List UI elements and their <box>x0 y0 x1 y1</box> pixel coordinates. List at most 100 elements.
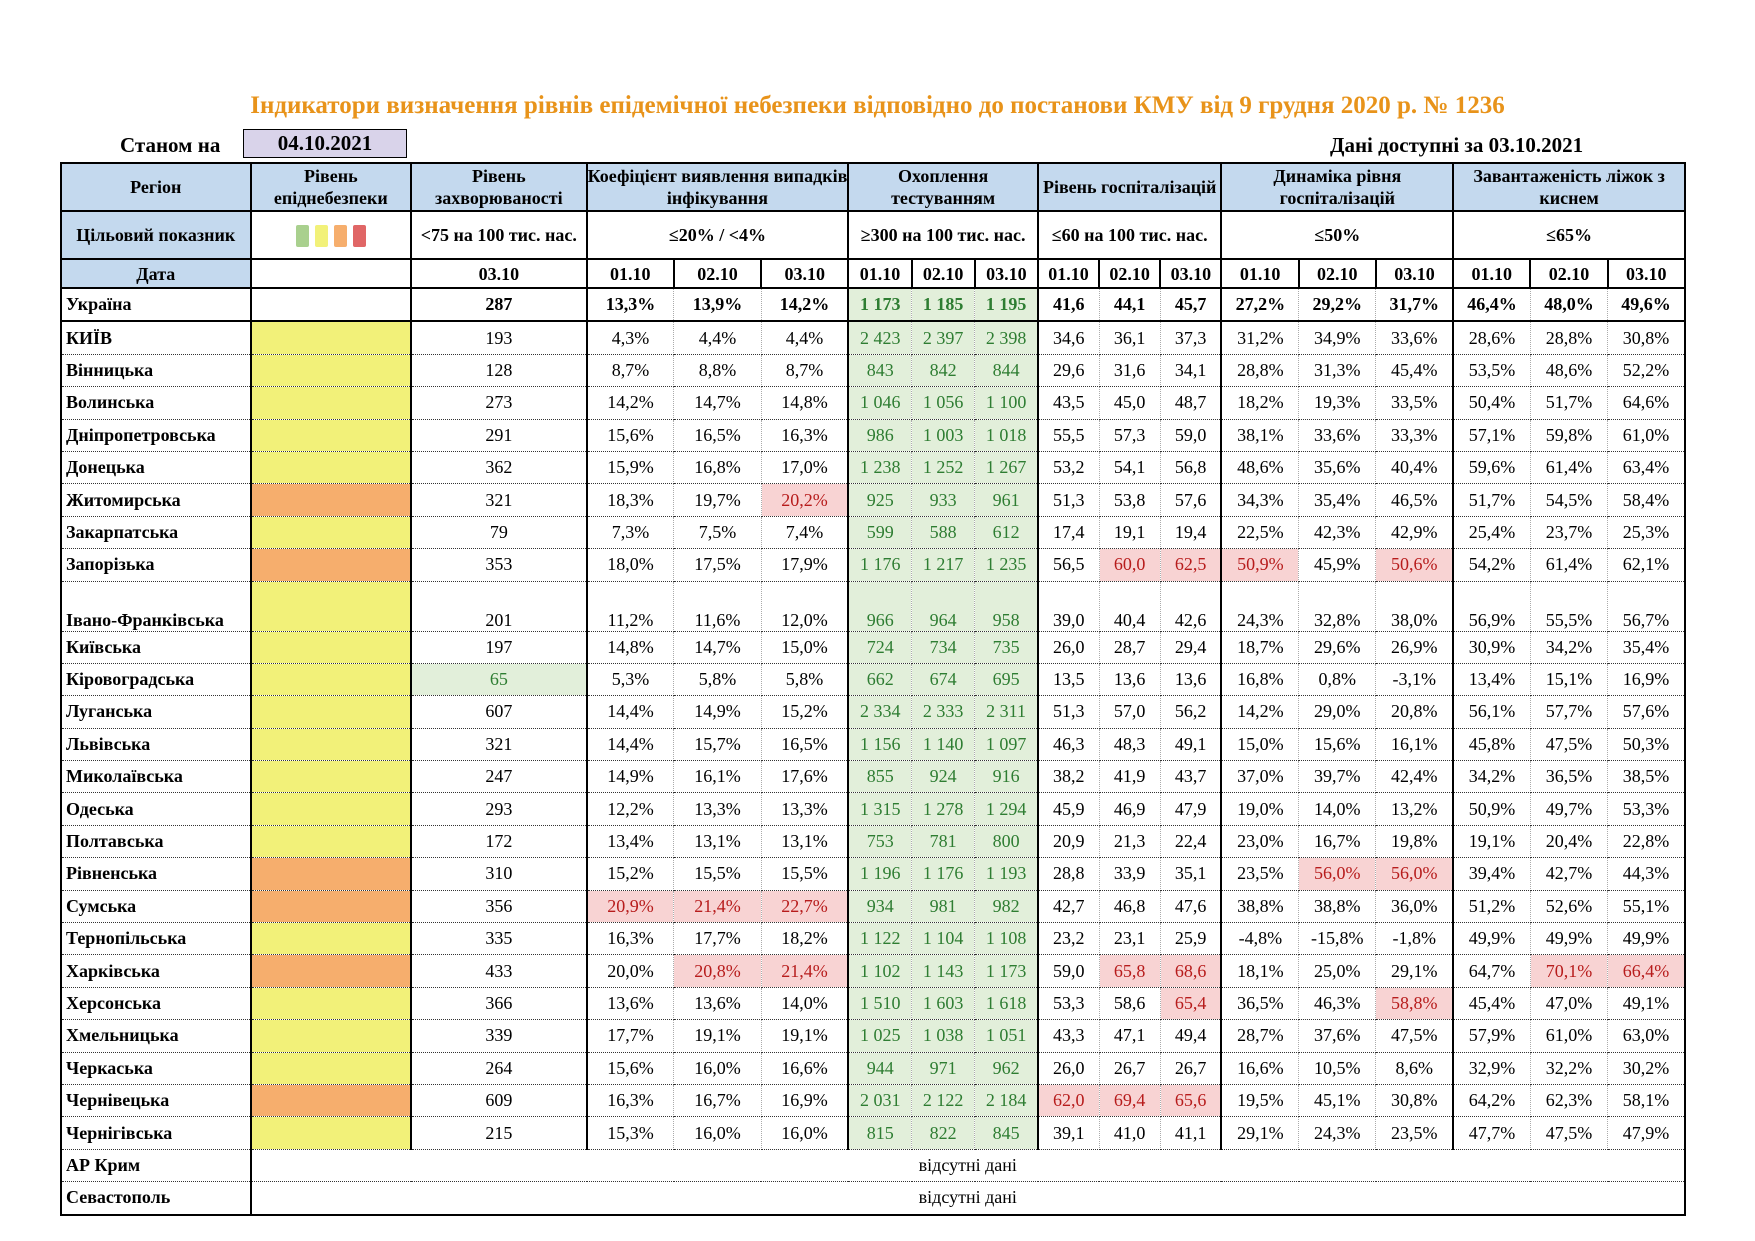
data-cell: 63,4% <box>1607 451 1687 485</box>
data-cell: 14,2% <box>1221 695 1300 729</box>
table-row: Вінницька 128 8,7% 8,8% 8,7% 843 842 844 29,6 31,… <box>60 354 1687 388</box>
data-cell: 64,7% <box>1453 954 1531 988</box>
data-cell: 193 <box>411 321 588 355</box>
data-cell: 59,0 <box>1160 419 1223 452</box>
data-cell: 16,5% <box>761 728 850 762</box>
data-cell: 14,0% <box>761 987 850 1021</box>
data-cell: 2 122 <box>911 1084 976 1118</box>
header-oxygen-beds: Завантаженість ліжок з киснем <box>1452 162 1686 212</box>
date-cell: 02.10 <box>1098 258 1162 289</box>
data-cell: 54,1 <box>1099 451 1161 485</box>
data-cell: 57,1% <box>1453 419 1531 452</box>
data-cell: 1 195 <box>974 288 1039 323</box>
data-cell: 1 315 <box>848 792 913 826</box>
level-cell <box>250 631 413 664</box>
data-cell: 273 <box>411 386 588 420</box>
level-cell <box>250 288 413 323</box>
data-cell: 7,4% <box>761 516 850 550</box>
level-cell <box>250 922 413 956</box>
data-cell: 17,7% <box>586 1019 675 1053</box>
data-cell: 64,6% <box>1607 386 1687 420</box>
data-cell: 20,0% <box>586 954 675 988</box>
header-detection: Коефіцієнт виявлення випадків інфікуванн… <box>585 162 850 212</box>
data-cell: 56,0% <box>1375 857 1455 891</box>
data-cell: 23,1 <box>1099 922 1161 956</box>
header-incidence: Рівень захворюваності <box>410 162 588 212</box>
data-cell: 0,8% <box>1298 663 1377 697</box>
data-cell: 49,4 <box>1160 1019 1223 1053</box>
data-cell: 1 267 <box>974 451 1039 485</box>
data-cell: 7,5% <box>673 516 762 550</box>
data-cell: 69,4 <box>1099 1084 1161 1118</box>
data-cell: 51,3 <box>1037 695 1100 729</box>
date-cell: 02.10 <box>910 258 976 289</box>
data-cell: 42,7 <box>1037 890 1100 924</box>
data-cell: 41,6 <box>1037 288 1100 323</box>
data-cell: 215 <box>411 1116 588 1150</box>
data-cell: 38,0% <box>1375 581 1455 632</box>
data-cell: 16,1% <box>673 760 762 794</box>
data-cell: 944 <box>848 1052 913 1085</box>
data-cell: 8,7% <box>761 354 850 388</box>
header-level: Рівень епіднебезпеки <box>249 162 413 212</box>
data-cell: 29,2% <box>1298 288 1377 323</box>
data-cell: 11,6% <box>673 581 762 632</box>
data-cell: 1 252 <box>911 451 976 485</box>
target-incidence: <75 на 100 тис. нас. <box>410 210 588 260</box>
data-cell: 34,2% <box>1530 631 1609 664</box>
data-cell: 62,1% <box>1607 548 1687 582</box>
data-cell: 34,3% <box>1221 483 1300 517</box>
data-cell: 53,3% <box>1607 792 1687 826</box>
data-cell: 20,2% <box>761 483 850 517</box>
data-cell: 42,6 <box>1160 581 1223 632</box>
data-cell: 33,9 <box>1099 857 1161 891</box>
data-cell: 1 278 <box>911 792 976 826</box>
data-cell: 49,7% <box>1530 792 1609 826</box>
data-cell: 599 <box>848 516 913 550</box>
data-cell: 30,8% <box>1607 321 1687 355</box>
data-cell: 19,7% <box>673 483 762 517</box>
data-cell: 293 <box>411 792 588 826</box>
data-cell: 674 <box>911 663 976 697</box>
level-cell <box>250 548 413 582</box>
data-cell: 33,3% <box>1375 419 1455 452</box>
table-row: Закарпатська 79 7,3% 7,5% 7,4% 599 588 612 17,4 1… <box>60 516 1687 550</box>
table-row: Сумська 356 20,9% 21,4% 22,7% 934 981 982 42,7 46… <box>60 890 1687 924</box>
data-cell: 16,7% <box>673 1084 762 1118</box>
region-name: Вінницька <box>60 354 252 388</box>
data-cell: 35,6% <box>1298 451 1377 485</box>
region-name: Севастополь <box>60 1181 252 1216</box>
data-cell: 15,2% <box>586 857 675 891</box>
level-cell <box>250 386 413 420</box>
as-of-label: Станом на <box>120 133 221 157</box>
data-cell: 28,6% <box>1453 321 1531 355</box>
data-cell: 735 <box>974 631 1039 664</box>
date-cell: 03.10 <box>1606 258 1687 289</box>
data-cell: 31,2% <box>1221 321 1300 355</box>
data-cell: 22,7% <box>761 890 850 924</box>
data-cell: 16,3% <box>586 1084 675 1118</box>
data-cell: 59,8% <box>1530 419 1609 452</box>
level-cell <box>250 354 413 388</box>
data-cell: 366 <box>411 987 588 1021</box>
data-cell: 46,9 <box>1099 792 1161 826</box>
date-cell: 03.10 <box>973 258 1039 289</box>
data-cell: 16,9% <box>1607 663 1687 697</box>
data-cell: 128 <box>411 354 588 388</box>
data-cell: 41,9 <box>1099 760 1161 794</box>
data-cell: 54,5% <box>1530 483 1609 517</box>
data-cell: 19,8% <box>1375 825 1455 859</box>
data-cell: 39,7% <box>1298 760 1377 794</box>
data-cell: 61,0% <box>1530 1019 1609 1053</box>
region-name: Одеська <box>60 792 252 826</box>
data-cell: 815 <box>848 1116 913 1150</box>
data-cell: 843 <box>848 354 913 388</box>
date-cell: 01.10 <box>585 258 675 289</box>
table-row: Полтавська 172 13,4% 13,1% 13,1% 753 781 800 20,… <box>60 825 1687 859</box>
data-cell: 46,4% <box>1453 288 1531 323</box>
data-cell: 1 122 <box>848 922 913 956</box>
table-row: АР Крим відсутні дані <box>60 1149 1687 1183</box>
data-cell: -15,8% <box>1298 922 1377 956</box>
data-cell: 201 <box>411 581 588 632</box>
region-name: КИЇВ <box>60 321 252 355</box>
